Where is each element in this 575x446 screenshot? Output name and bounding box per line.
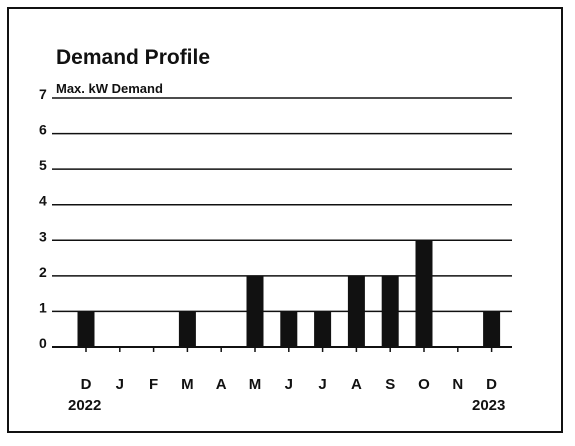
y-tick-1: 1 (39, 299, 47, 315)
x-tick-1: J (116, 376, 124, 393)
y-tick-2: 2 (39, 264, 47, 280)
x-tick-10: O (418, 376, 430, 393)
start-year-label: 2022 (68, 397, 101, 414)
chart-frame (7, 7, 563, 433)
bar-6 (280, 311, 298, 347)
chart-title: Demand Profile (56, 46, 210, 69)
bar-3 (178, 311, 196, 347)
x-tick-12: D (486, 376, 497, 393)
bar-7 (314, 311, 332, 347)
bar-8 (347, 275, 365, 347)
bar-5 (246, 275, 264, 347)
y-tick-0: 0 (39, 335, 47, 351)
y-axis-label: Max. kW Demand (56, 81, 163, 96)
x-tick-11: N (452, 376, 463, 393)
x-tick-5: M (249, 376, 262, 393)
bar-9 (381, 275, 399, 347)
x-tick-6: J (285, 376, 293, 393)
x-tick-0: D (81, 376, 92, 393)
y-tick-3: 3 (39, 228, 47, 244)
bar-0 (77, 311, 95, 347)
bars (77, 240, 501, 352)
x-tick-2: F (149, 376, 158, 393)
x-tick-8: A (351, 376, 362, 393)
end-year-label: 2023 (472, 397, 505, 414)
x-tick-7: J (318, 376, 326, 393)
bar-12 (483, 311, 501, 347)
gridlines (52, 97, 512, 348)
x-tick-3: M (181, 376, 194, 393)
x-tick-4: A (216, 376, 227, 393)
x-tick-9: S (385, 376, 395, 393)
y-tick-7: 7 (39, 86, 47, 102)
y-tick-4: 4 (39, 193, 47, 209)
bar-10 (415, 240, 433, 347)
y-tick-labels: 0 1 2 3 4 5 6 7 (39, 86, 47, 351)
y-tick-5: 5 (39, 157, 47, 173)
y-tick-6: 6 (39, 122, 47, 138)
